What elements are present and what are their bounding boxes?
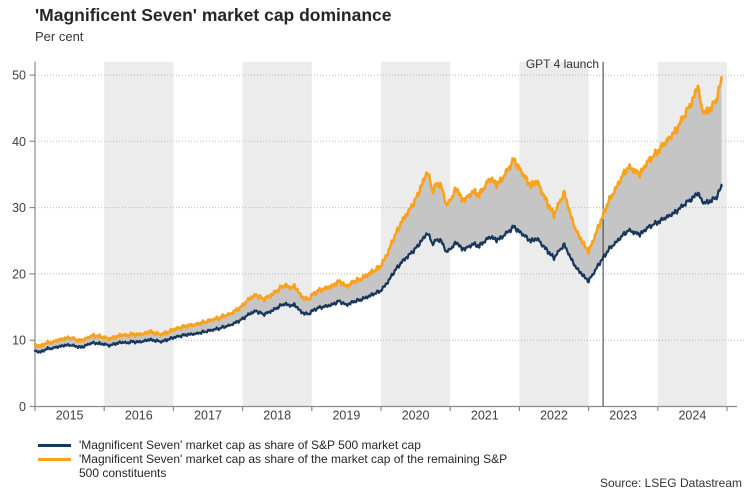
legend-swatch-blue-line (38, 444, 71, 447)
svg-text:10: 10 (12, 334, 26, 348)
svg-text:2020: 2020 (402, 409, 430, 423)
svg-text:2018: 2018 (263, 409, 291, 423)
legend-label: 'Magnificent Seven' market cap as share … (79, 452, 507, 480)
legend: 'Magnificent Seven' market cap as share … (38, 438, 511, 480)
svg-text:2015: 2015 (56, 409, 84, 423)
svg-text:50: 50 (12, 69, 26, 83)
legend-item-sp500-share: 'Magnificent Seven' market cap as share … (38, 438, 511, 452)
axis-unit-label: Per cent (35, 29, 84, 44)
source-credit: Source: LSEG Datastream (599, 476, 742, 490)
svg-text:30: 30 (12, 201, 26, 215)
page-title: 'Magnificent Seven' market cap dominance (35, 5, 392, 25)
svg-text:2017: 2017 (194, 409, 222, 423)
svg-text:2021: 2021 (471, 409, 499, 423)
legend-label: 'Magnificent Seven' market cap as share … (79, 438, 421, 452)
gpt4-launch-annotation: GPT 4 launch (525, 57, 599, 71)
svg-text:2016: 2016 (125, 409, 153, 423)
legend-item-remaining-constituents-share: 'Magnificent Seven' market cap as share … (38, 452, 511, 480)
svg-text:2022: 2022 (540, 409, 568, 423)
svg-text:2023: 2023 (609, 409, 637, 423)
svg-text:2024: 2024 (678, 409, 706, 423)
svg-text:40: 40 (12, 135, 26, 149)
svg-text:20: 20 (12, 267, 26, 281)
svg-text:0: 0 (19, 400, 26, 414)
svg-text:2019: 2019 (332, 409, 360, 423)
legend-swatch-orange-line (38, 458, 71, 461)
